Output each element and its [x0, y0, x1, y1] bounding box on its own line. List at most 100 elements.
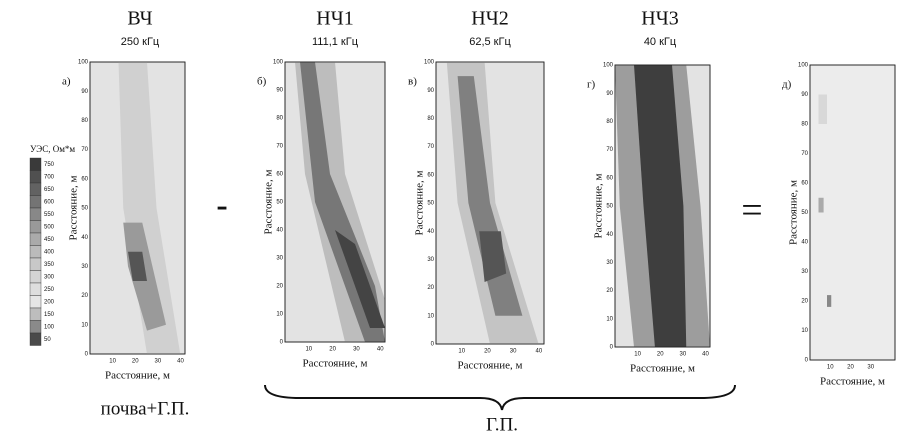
panel-title: НЧ2 [471, 8, 508, 30]
y-tick-label: 80 [427, 116, 434, 122]
x-tick-label: 40 [536, 349, 543, 355]
panel-letter: а) [62, 76, 71, 88]
contour-region [818, 197, 824, 213]
x-tick-label: 10 [305, 347, 312, 353]
colorbar-label: 550 [44, 212, 55, 218]
y-tick-label: 100 [798, 63, 809, 69]
y-tick-label: 70 [81, 147, 88, 153]
y-tick-label: 40 [427, 229, 434, 235]
contour-region [118, 62, 181, 354]
panel: НЧ2 62,5 кГц в) Расстояние, м Расстояние, м 0… [408, 8, 545, 372]
contour-region [634, 65, 687, 347]
y-tick-label: 50 [606, 204, 613, 210]
y-tick-label: 10 [606, 316, 613, 322]
panel-letter: г) [587, 79, 596, 91]
panel: НЧ3 40 кГц г) Расстояние, м Расстояние, м 0 10… [587, 8, 711, 375]
panel-title: НЧ3 [641, 8, 678, 30]
y-tick-label: 20 [606, 288, 613, 294]
y-tick-label: 90 [81, 89, 88, 95]
y-tick-label: 70 [606, 147, 613, 153]
y-tick-label: 80 [801, 122, 808, 128]
minus-sign: - [216, 187, 227, 224]
x-tick-label: 30 [155, 359, 162, 365]
colorbar-swatch [29, 170, 42, 184]
colorbar-label: 400 [44, 249, 55, 255]
y-axis-label: Расстояние, м [68, 176, 80, 241]
colorbar-swatch [29, 232, 42, 246]
plot-frame [89, 61, 186, 355]
y-tick-label: 40 [606, 232, 613, 238]
panel-title: НЧ1 [316, 8, 353, 30]
y-tick-label: 0 [280, 340, 284, 346]
y-axis-label: Расстояние, м [593, 174, 605, 239]
y-tick-label: 70 [276, 144, 283, 150]
colorbar-swatch [29, 257, 42, 271]
colorbar-swatch [29, 195, 42, 209]
y-tick-label: 30 [81, 264, 88, 270]
x-tick-label: 30 [353, 347, 360, 353]
colorbar-title: УЭС, Ом*м [30, 144, 75, 154]
y-tick-label: 70 [427, 144, 434, 150]
x-tick-label: 40 [702, 352, 709, 358]
x-tick-label: 10 [634, 352, 641, 358]
x-tick-label: 10 [827, 365, 834, 371]
x-tick-label: 30 [867, 365, 874, 371]
colorbar-swatch [29, 270, 42, 284]
x-tick-label: 30 [510, 349, 517, 355]
y-tick-label: 0 [431, 342, 435, 348]
brace [264, 384, 736, 411]
contour-region [457, 76, 523, 316]
panel-subtitle: 62,5 кГц [469, 36, 511, 48]
colorbar-label: 650 [44, 187, 55, 193]
colorbar-label: 50 [44, 337, 51, 343]
x-tick-label: 40 [377, 347, 384, 353]
x-tick-label: 20 [132, 359, 139, 365]
x-axis-label: Расстояние, м [303, 358, 368, 370]
panel: ВЧ 250 кГц а) Расстояние, м Расстояние, м 0 10… [62, 8, 186, 382]
y-tick-label: 20 [801, 299, 808, 305]
y-tick-label: 70 [801, 151, 808, 157]
y-tick-label: 30 [606, 260, 613, 266]
y-tick-label: 80 [276, 116, 283, 122]
y-tick-label: 50 [276, 200, 283, 206]
colorbar-swatch [29, 320, 42, 334]
y-tick-label: 100 [424, 60, 435, 66]
y-tick-label: 60 [606, 175, 613, 181]
y-tick-label: 0 [610, 345, 614, 351]
colorbar-label: 250 [44, 287, 55, 293]
y-tick-label: 60 [81, 176, 88, 182]
colorbar-swatch [29, 182, 42, 196]
y-tick-label: 10 [81, 322, 88, 328]
y-tick-label: 0 [805, 358, 809, 364]
y-tick-label: 60 [801, 181, 808, 187]
y-tick-label: 100 [273, 60, 284, 66]
panel: д) Расстояние, м Расстояние, м 0 10 20 30 40 50 6… [782, 63, 896, 388]
y-tick-label: 80 [81, 118, 88, 124]
x-tick-label: 30 [680, 352, 687, 358]
colorbar-swatch [29, 220, 42, 234]
y-tick-label: 40 [801, 240, 808, 246]
colorbar-label: 450 [44, 237, 55, 243]
contour-region [128, 251, 147, 281]
y-tick-label: 30 [276, 256, 283, 262]
y-tick-label: 50 [427, 201, 434, 207]
plot-frame [614, 64, 711, 348]
y-tick-label: 30 [427, 257, 434, 263]
contour-region [827, 295, 832, 307]
y-tick-label: 50 [801, 210, 808, 216]
y-tick-label: 100 [603, 63, 614, 69]
panel-title: ВЧ [127, 8, 152, 30]
contour-region [479, 231, 507, 282]
panel-letter: д) [782, 79, 792, 91]
x-axis-label: Расстояние, м [458, 360, 523, 372]
colorbar-label: 200 [44, 299, 55, 305]
x-tick-label: 20 [484, 349, 491, 355]
plot-frame [809, 64, 896, 361]
panel-subtitle: 111,1 кГц [312, 36, 359, 48]
plot-frame [284, 61, 386, 343]
contour-region [818, 94, 827, 124]
colorbar-label: 750 [44, 162, 55, 168]
colorbar-label: 300 [44, 274, 55, 280]
y-tick-label: 90 [606, 91, 613, 97]
